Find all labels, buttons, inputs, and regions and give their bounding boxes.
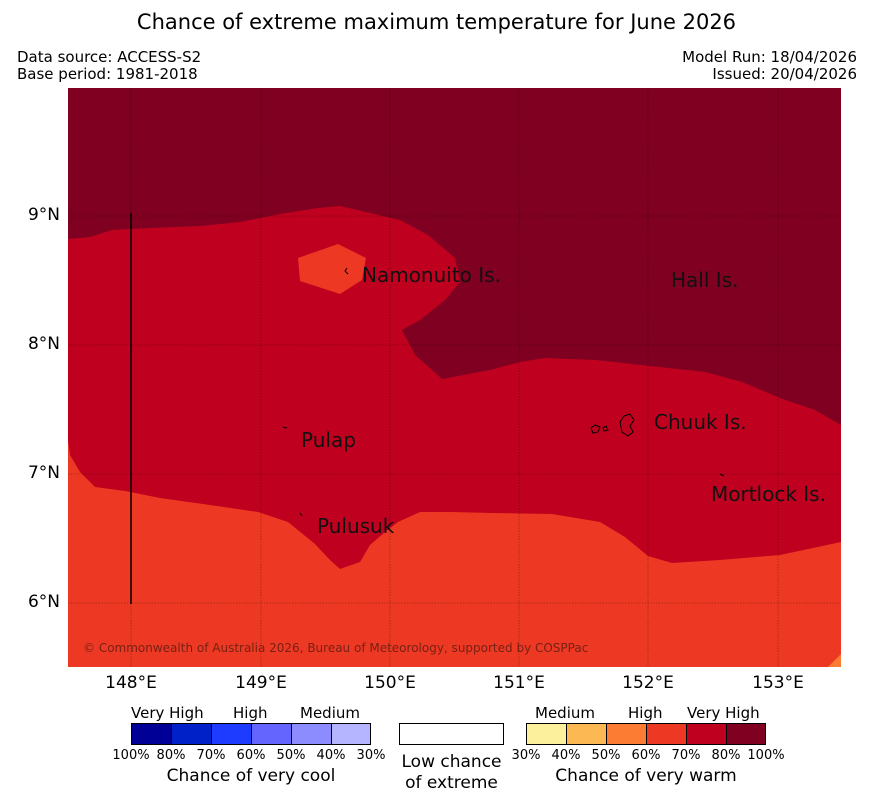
cool-tick-label: 100% [112,748,150,763]
cool-header-very-high: Very High [131,704,204,722]
cool-tick-label: 50% [276,748,306,763]
copyright-text: © Commonwealth of Australia 2026, Bureau… [83,641,588,655]
warm-tick-label: 80% [711,748,741,763]
lon-label-151: 151°E [493,673,545,693]
issued-date: Issued: 20/04/2026 [712,65,857,83]
cool-swatch [131,723,171,745]
warm-swatch [726,723,766,745]
label-hall: Hall Is. [671,268,738,292]
gridlines [68,88,841,667]
chart-title: Chance of extreme maximum temperature fo… [136,10,737,34]
lon-label-149: 149°E [235,673,287,693]
label-pulusuk: Pulusuk [317,514,395,538]
chuuk-island-shape-2 [602,425,609,432]
warm-caption: Chance of very warm [555,766,737,786]
label-pulap: Pulap [301,428,356,452]
mortlock-island-shape [719,473,725,477]
lon-label-152: 152°E [622,673,674,693]
map-canvas: Namonuito Is. Hall Is. Chuuk Is. Pulap M… [68,88,841,667]
label-chuuk: Chuuk Is. [654,410,747,434]
warm-header-very-high: Very High [687,704,760,722]
warm-swatch [606,723,646,745]
warm-tick-label: 30% [511,748,541,763]
low-chance-line2: of extreme [405,773,498,793]
cool-swatch [291,723,331,745]
cool-tick-label: 80% [156,748,186,763]
warm-tick-label: 60% [631,748,661,763]
warm-tick-label: 70% [671,748,701,763]
warm-header-high: High [628,704,663,722]
cool-swatch [211,723,251,745]
warm-swatch [566,723,606,745]
region-pocket-south [400,583,482,640]
lat-label-7: 7°N [27,463,60,483]
cool-header-medium: Medium [300,704,360,722]
low-chance-line1: Low chance [401,752,502,772]
lon-label-153: 153°E [752,673,804,693]
cool-tick-label: 70% [196,748,226,763]
warm-tick-label: 40% [551,748,581,763]
meta-right: Model Run: 18/04/2026 Issued: 20/04/2026 [682,49,857,83]
label-namonuito: Namonuito Is. [362,263,501,287]
islands [282,267,725,517]
cool-swatch [251,723,291,745]
lat-label-6: 6°N [27,592,60,612]
label-mortlock: Mortlock Is. [711,482,826,506]
cool-tick-label: 30% [356,748,386,763]
chuuk-island-shape-1 [590,424,601,434]
cool-caption: Chance of very cool [166,766,336,786]
region-pocket-namonuito [298,244,366,294]
cool-tick-label: 40% [316,748,346,763]
pulap-island-shape [282,426,288,429]
namonuito-island-shape [344,267,349,275]
data-source: Data source: ACCESS-S2 [17,48,202,66]
chuuk-lagoon-shape [619,413,635,437]
lon-label-150: 150°E [364,673,416,693]
warm-header-medium: Medium [535,704,595,722]
lat-label-9: 9°N [27,205,60,225]
pulusuk-island-shape [299,512,303,517]
warm-swatch [646,723,686,745]
meta-left: Data source: ACCESS-S2 Base period: 1981… [17,49,201,83]
cool-swatch [331,723,371,745]
model-run: Model Run: 18/04/2026 [682,48,857,66]
low-chance-swatch [399,723,504,745]
warm-tick-label: 50% [591,748,621,763]
lat-label-8: 8°N [27,334,60,354]
cool-tick-label: 60% [236,748,266,763]
low-chance-caption: Low chance of extreme [389,752,514,794]
lon-label-148: 148°E [105,673,157,693]
base-period: Base period: 1981-2018 [17,65,198,83]
cool-header-high: High [233,704,268,722]
warm-swatch [686,723,726,745]
region-corner [828,654,841,667]
warm-tick-label: 100% [747,748,785,763]
cool-swatch [171,723,211,745]
warm-swatch [526,723,566,745]
